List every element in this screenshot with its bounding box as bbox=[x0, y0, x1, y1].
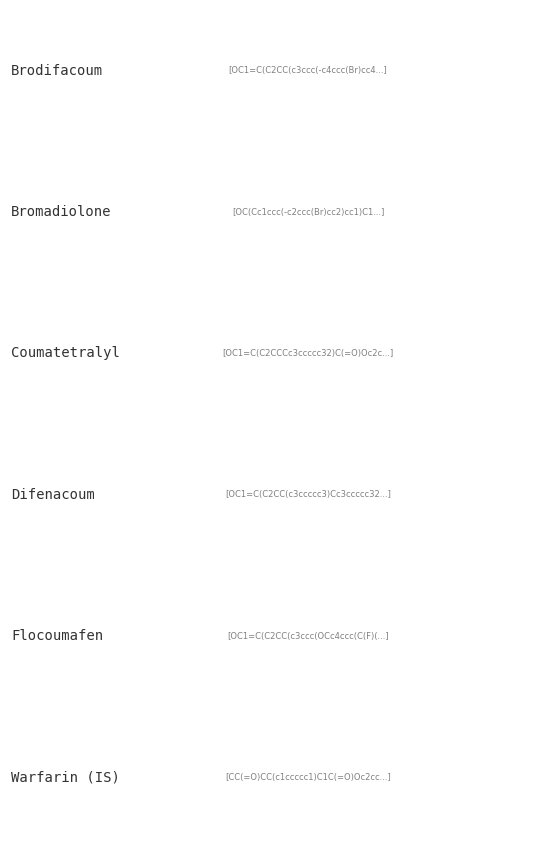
Text: [OC(Cc1ccc(-c2ccc(Br)cc2)cc1)C1...]: [OC(Cc1ccc(-c2ccc(Br)cc2)cc1)C1...] bbox=[232, 208, 384, 216]
Text: Flocoumafen: Flocoumafen bbox=[11, 629, 104, 643]
Text: [OC1=C(C2CC(c3ccc(-c4ccc(Br)cc4...]: [OC1=C(C2CC(c3ccc(-c4ccc(Br)cc4...] bbox=[228, 66, 388, 75]
Text: Coumatetralyl: Coumatetralyl bbox=[11, 346, 120, 360]
Text: Warfarin (IS): Warfarin (IS) bbox=[11, 770, 120, 784]
Text: Brodifacoum: Brodifacoum bbox=[11, 64, 104, 78]
Text: Difenacoum: Difenacoum bbox=[11, 488, 95, 502]
Text: [OC1=C(C2CC(c3ccccc3)Cc3ccccc32...]: [OC1=C(C2CC(c3ccccc3)Cc3ccccc32...] bbox=[225, 490, 391, 499]
Text: [OC1=C(C2CC(c3ccc(OCc4ccc(C(F)(...]: [OC1=C(C2CC(c3ccc(OCc4ccc(C(F)(...] bbox=[227, 632, 389, 640]
Text: [OC1=C(C2CCCc3ccccc32)C(=O)Oc2c...]: [OC1=C(C2CCCc3ccccc32)C(=O)Oc2c...] bbox=[222, 349, 394, 358]
Text: Bromadiolone: Bromadiolone bbox=[11, 205, 111, 219]
Text: [CC(=O)CC(c1ccccc1)C1C(=O)Oc2cc...]: [CC(=O)CC(c1ccccc1)C1C(=O)Oc2cc...] bbox=[225, 773, 391, 782]
